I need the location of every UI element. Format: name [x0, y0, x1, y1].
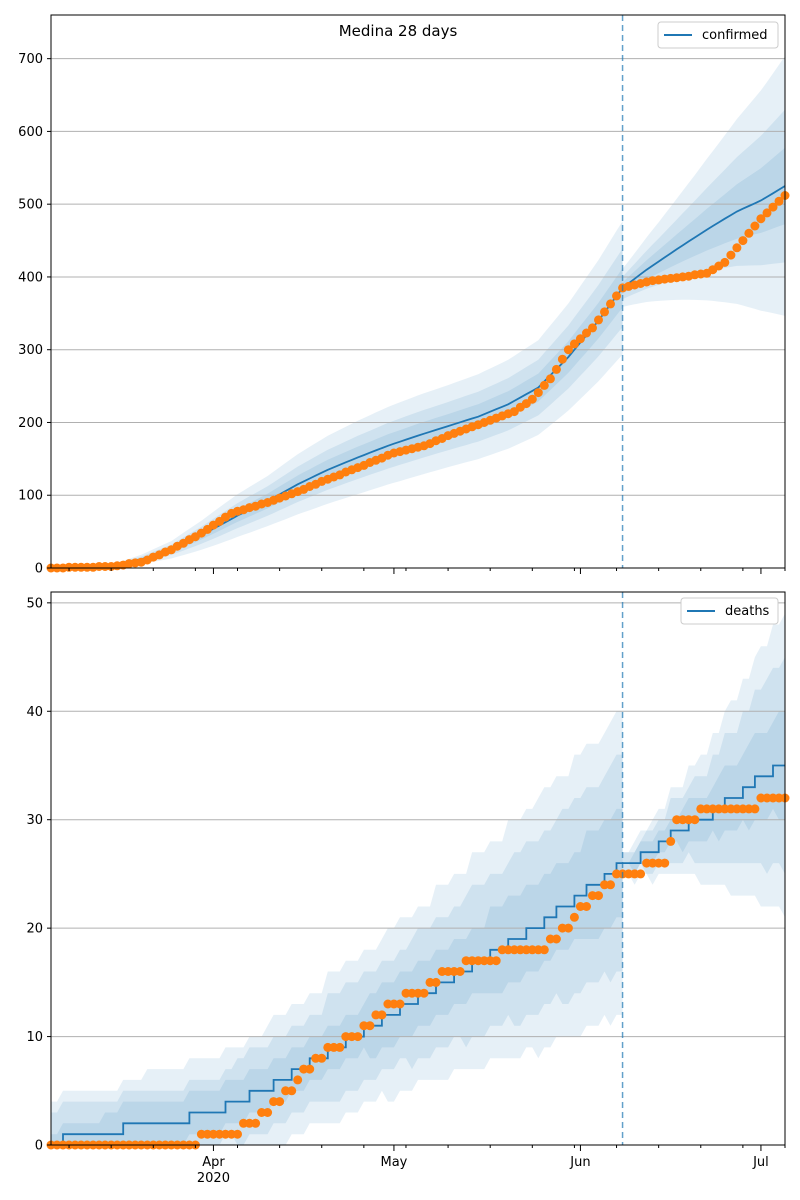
y-tick-label-50: 50	[26, 596, 43, 611]
deaths-observed-point	[455, 967, 465, 976]
confirmed-observed-point	[557, 354, 567, 364]
y-tick-label-0: 0	[35, 1139, 43, 1154]
deaths-observed-point	[251, 1118, 261, 1128]
confirmed-legend-box	[657, 21, 779, 49]
deaths-observed-point	[353, 1032, 363, 1042]
confirmed-observed-point	[732, 243, 742, 253]
y-tick-label-200: 200	[18, 416, 43, 431]
confirmed-observed-point	[744, 228, 754, 238]
y-tick-label-600: 600	[18, 125, 43, 140]
x-tick-label-apr: Apr	[202, 1155, 225, 1170]
deaths-band-history-2	[51, 808, 623, 1145]
y-tick-label-300: 300	[18, 343, 43, 358]
deaths-observed-point	[551, 934, 561, 944]
confirmed-observed-point	[762, 208, 772, 218]
deaths-observed-point	[377, 1010, 387, 1020]
confirmed-observed-points	[46, 191, 790, 573]
deaths-observed-point	[275, 1097, 285, 1107]
confirmed-observed-point	[588, 323, 597, 333]
confirmed-observed-point	[539, 380, 549, 390]
x-tick-year-label: 2020	[197, 1171, 230, 1186]
deaths-uncertainty-bands	[51, 613, 785, 1145]
confirmed-observed-point	[612, 291, 621, 301]
confirmed-band-history-0	[51, 221, 623, 568]
deaths-observed-point	[317, 1053, 327, 1063]
y-tick-label-30: 30	[26, 813, 43, 828]
deaths-observed-point	[395, 999, 405, 1009]
y-tick-label-500: 500	[18, 198, 43, 213]
confirmed-observed-point	[527, 394, 537, 404]
deaths-observed-point	[293, 1075, 303, 1085]
y-tick-label-100: 100	[18, 489, 43, 504]
confirmed-observed-point	[726, 250, 736, 260]
deaths-observed-point	[582, 902, 591, 911]
deaths-legend: deaths	[680, 597, 779, 625]
confirmed-plot-frame	[50, 14, 786, 569]
deaths-observed-point	[305, 1064, 315, 1074]
confirmed-band-history-1	[51, 248, 623, 568]
deaths-observed-point	[594, 891, 603, 901]
x-tick-label-jun: Jun	[569, 1155, 590, 1170]
deaths-observed-point	[419, 988, 429, 998]
deaths-observed-point	[563, 923, 573, 933]
confirmed-observed-point	[738, 236, 748, 246]
confirmed-band-forecast-0	[622, 56, 785, 316]
deaths-observed-point	[750, 804, 760, 814]
confirmed-legend-label: confirmed	[702, 28, 768, 43]
confirmed-observed-point	[582, 328, 591, 338]
y-tick-label-0: 0	[35, 562, 43, 577]
confirmed-gridlines	[51, 58, 785, 569]
confirmed-legend: confirmed	[657, 21, 779, 49]
confirmed-band-forecast-2	[622, 147, 785, 294]
deaths-gridlines	[51, 602, 785, 1146]
confirmed-observed-point	[569, 339, 579, 349]
confirmed-observed-point	[533, 388, 543, 398]
confirmed-observed-point	[768, 202, 778, 212]
confirmed-observed-point	[774, 196, 784, 206]
deaths-observed-point	[690, 815, 700, 825]
deaths-observed-point	[660, 858, 670, 868]
confirmed-observed-point	[756, 214, 766, 224]
deaths-observed-point	[606, 880, 615, 890]
deaths-observed-point	[636, 869, 646, 879]
confirmed-observed-point	[720, 257, 730, 267]
confirmed-observed-point	[551, 364, 561, 374]
deaths-legend-box	[680, 597, 779, 625]
deaths-band-forecast-2	[622, 711, 785, 874]
deaths-observed-point	[491, 956, 501, 966]
y-tick-label-700: 700	[18, 52, 43, 67]
x-tick-label-jul: Jul	[752, 1155, 769, 1170]
y-tick-label-400: 400	[18, 270, 43, 285]
deaths-observed-point	[287, 1086, 297, 1096]
y-tick-label-40: 40	[26, 705, 43, 720]
x-tick-label-may: May	[380, 1155, 407, 1170]
deaths-observed-point	[335, 1042, 345, 1052]
confirmed-observed-point	[545, 374, 555, 384]
confirmed-axes: 0 100 200 300 400 500 600 700	[18, 14, 786, 577]
y-tick-label-10: 10	[26, 1030, 43, 1045]
deaths-observed-point	[666, 836, 676, 846]
confirmed-observed-point	[606, 299, 615, 309]
y-tick-label-20: 20	[26, 922, 43, 937]
deaths-plot-frame	[50, 591, 786, 1146]
deaths-legend-label: deaths	[725, 604, 770, 619]
deaths-observed-point	[569, 912, 579, 922]
confirmed-observed-point	[750, 221, 760, 231]
confirmed-observed-point	[600, 307, 609, 317]
deaths-observed-point	[431, 977, 441, 987]
deaths-observed-point	[539, 945, 549, 955]
confirmed-chart: 0 100 200 300 400 500 600 700 Medina 28 days co…	[18, 14, 790, 577]
confirmed-uncertainty-bands	[51, 56, 785, 568]
deaths-observed-point	[233, 1129, 242, 1139]
deaths-observed-point	[263, 1108, 273, 1117]
confirmed-observed-point	[575, 334, 585, 344]
chart-title: Medina 28 days	[339, 22, 458, 40]
confirmed-observed-point	[563, 345, 573, 355]
deaths-observed-point	[365, 1021, 375, 1031]
confirmed-observed-point	[594, 315, 603, 325]
